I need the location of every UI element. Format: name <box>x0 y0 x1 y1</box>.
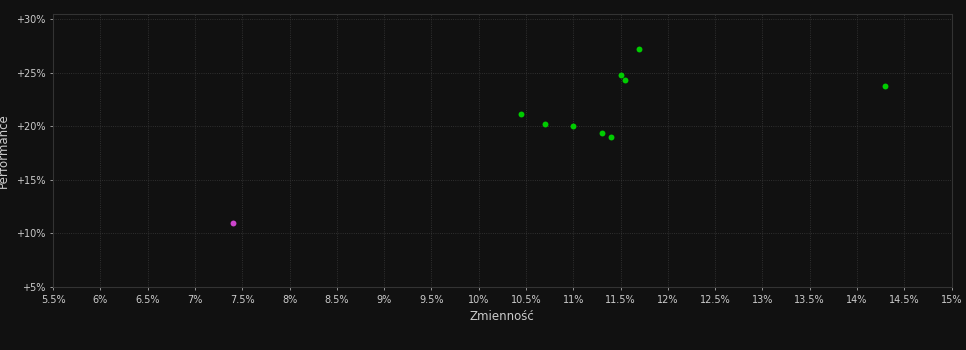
Point <box>225 220 241 225</box>
Point <box>612 72 628 78</box>
X-axis label: Zmienność: Zmienność <box>469 310 535 323</box>
Point <box>594 130 610 136</box>
Point <box>604 134 619 140</box>
Point <box>514 111 529 116</box>
Point <box>617 78 633 83</box>
Point <box>632 47 647 52</box>
Point <box>565 124 581 129</box>
Point <box>877 83 893 89</box>
Point <box>537 121 553 127</box>
Y-axis label: Performance: Performance <box>0 113 11 188</box>
